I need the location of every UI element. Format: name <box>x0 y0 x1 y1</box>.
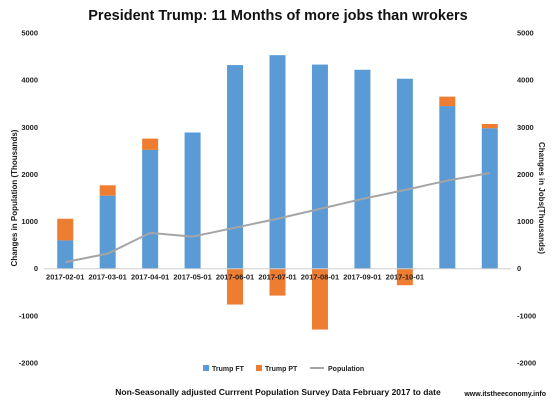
ft-bar <box>439 106 456 269</box>
legend-label-pop: Population <box>328 366 364 373</box>
population-line-series <box>65 172 490 264</box>
legend-swatch-ft <box>203 365 209 371</box>
pt-bar <box>99 185 116 196</box>
right-y-tick-label: 1000 <box>517 217 534 226</box>
left-y-tick-label: -2000 <box>19 359 38 368</box>
x-tick-label: 2017-07-01 <box>258 273 296 282</box>
x-tick-label: 2017-04-01 <box>131 273 169 282</box>
x-tick-label: 2017-03-01 <box>88 273 126 282</box>
ft-bar <box>142 149 159 269</box>
ft-bar <box>184 132 201 269</box>
ft-bar <box>57 240 74 269</box>
left-y-tick-label: 5000 <box>21 29 38 38</box>
ft-bar <box>269 55 286 269</box>
x-tick-label: 2017-10-01 <box>386 273 424 282</box>
right-axis-title: Changes in Jobs(Thousands) <box>537 142 546 254</box>
right-y-tick-label: 3000 <box>517 123 534 132</box>
left-y-tick-label: 3000 <box>21 123 38 132</box>
ft-bar <box>311 64 328 269</box>
chart-title: President Trump: 11 Months of more jobs … <box>88 8 468 24</box>
pt-bar <box>439 96 456 107</box>
left-y-tick-label: 1000 <box>21 217 38 226</box>
left-y-tick-label: 0 <box>34 264 38 273</box>
left-y-axis: -2000 -1000 0 1000 2000 3000 4000 5000 <box>19 29 38 368</box>
footer-note: Non-Seasonally adjusted Currrent Populat… <box>115 387 441 397</box>
x-tick-label: 2017-02-01 <box>46 273 84 282</box>
pt-bar <box>57 218 74 241</box>
legend-label-pt: Trump PT <box>265 366 298 373</box>
right-y-tick-label: 0 <box>517 264 521 273</box>
ft-bar <box>481 128 498 269</box>
pt-bar <box>269 268 286 296</box>
left-axis-title: Changes in Population (Thousands) <box>10 129 19 266</box>
pt-bar <box>227 268 244 305</box>
left-y-tick-label: -1000 <box>19 311 38 320</box>
ft-bar <box>354 69 371 269</box>
right-y-tick-label: -2000 <box>517 359 536 368</box>
x-tick-label: 2017-05-01 <box>173 273 211 282</box>
bar-series <box>57 55 498 330</box>
x-tick-label: 2017-08-01 <box>301 273 339 282</box>
population-line <box>65 172 490 264</box>
pt-bar <box>396 268 413 286</box>
legend-label-ft: Trump FT <box>212 366 245 373</box>
legend-swatch-pt <box>256 365 262 371</box>
pt-bar <box>142 138 159 150</box>
right-y-tick-label: 5000 <box>517 29 534 38</box>
left-y-tick-label: 4000 <box>21 76 38 85</box>
ft-bar <box>227 65 244 269</box>
left-y-tick-label: 2000 <box>21 170 38 179</box>
x-axis-tick-labels: 2017-02-01 2017-03-01 2017-04-01 2017-05-01… <box>46 273 424 282</box>
pt-bar <box>481 123 498 129</box>
ft-bar <box>99 195 116 269</box>
right-y-tick-label: 2000 <box>517 170 534 179</box>
x-tick-label: 2017-06-01 <box>216 273 254 282</box>
right-y-tick-label: 4000 <box>517 76 534 85</box>
ft-bar <box>396 78 413 269</box>
pt-bar <box>311 268 328 330</box>
footer-credit: www.itstheeconomy.info <box>463 391 546 398</box>
x-tick-label: 2017-09-01 <box>343 273 381 282</box>
right-y-axis: -2000 -1000 0 1000 2000 3000 4000 5000 <box>517 29 536 368</box>
right-y-tick-label: -1000 <box>517 311 536 320</box>
legend: Trump FT Trump PT Population <box>203 365 364 373</box>
